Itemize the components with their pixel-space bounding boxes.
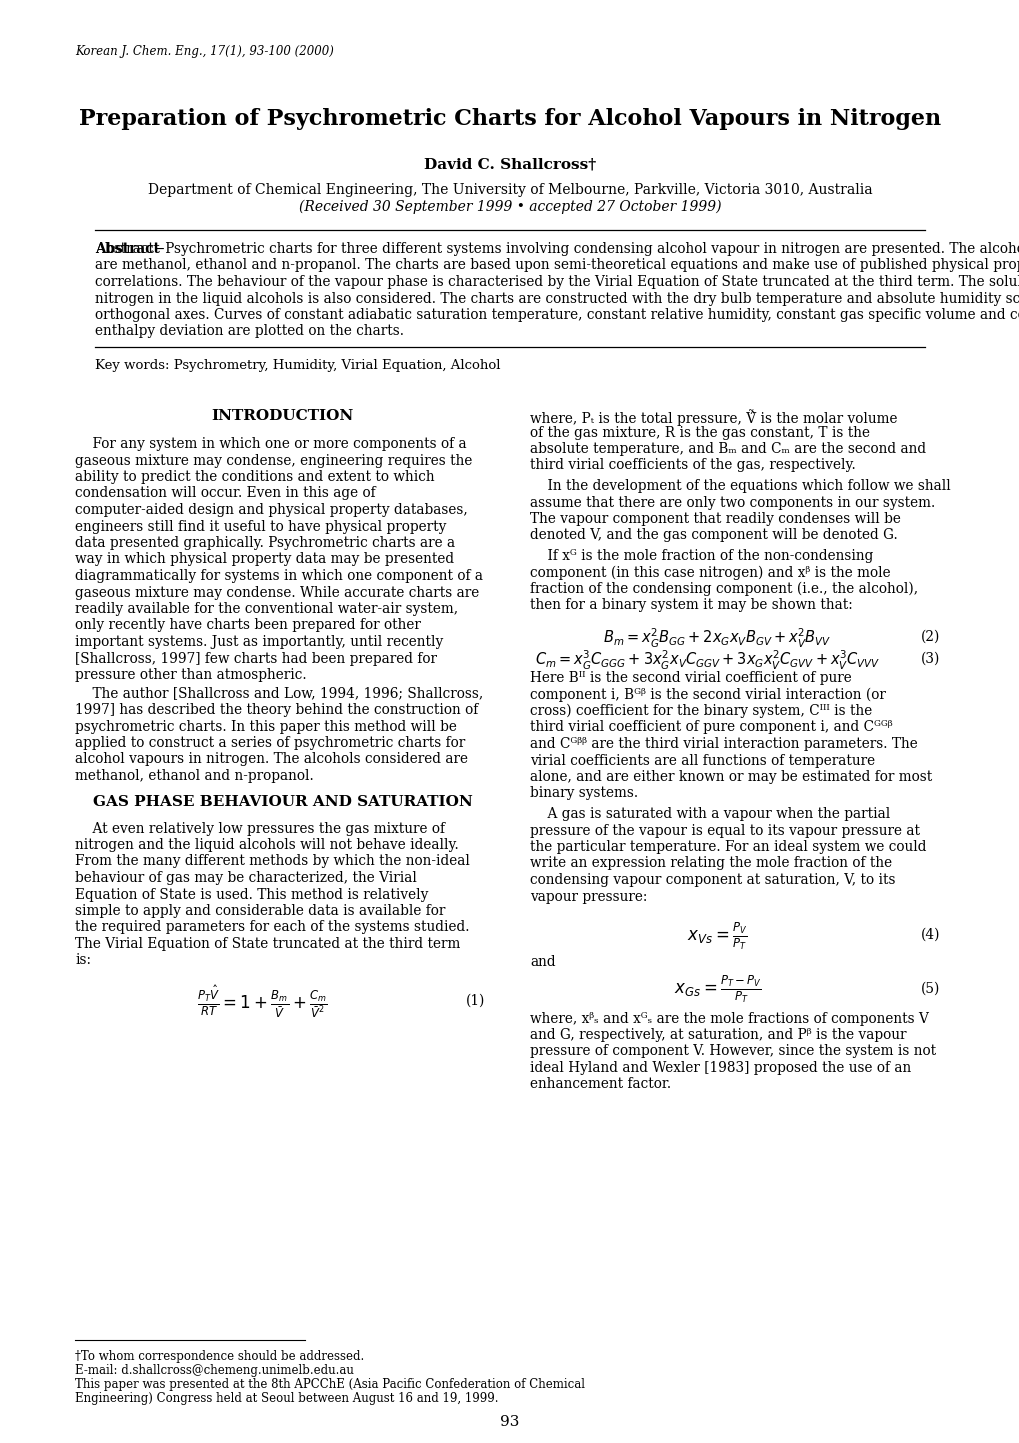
- Text: $\frac{P_T\hat{V}}{RT}=1+\frac{B_m}{\bar{V}}+\frac{C_m}{\bar{V}^2}$: $\frac{P_T\hat{V}}{RT}=1+\frac{B_m}{\bar…: [197, 984, 328, 1022]
- Text: binary systems.: binary systems.: [530, 786, 638, 801]
- Text: Preparation of Psychrometric Charts for Alcohol Vapours in Nitrogen: Preparation of Psychrometric Charts for …: [78, 108, 941, 130]
- Text: E-mail: d.shallcross@chemeng.unimelb.edu.au: E-mail: d.shallcross@chemeng.unimelb.edu…: [75, 1364, 354, 1377]
- Text: Korean J. Chem. Eng., 17(1), 93-100 (2000): Korean J. Chem. Eng., 17(1), 93-100 (200…: [75, 45, 333, 58]
- Text: GAS PHASE BEHAVIOUR AND SATURATION: GAS PHASE BEHAVIOUR AND SATURATION: [93, 795, 472, 810]
- Text: pressure of the vapour is equal to its vapour pressure at: pressure of the vapour is equal to its v…: [530, 824, 919, 837]
- Text: assume that there are only two components in our system.: assume that there are only two component…: [530, 495, 934, 509]
- Text: This paper was presented at the 8th APCChE (Asia Pacific Confederation of Chemic: This paper was presented at the 8th APCC…: [75, 1378, 585, 1391]
- Text: denoted V, and the gas component will be denoted G.: denoted V, and the gas component will be…: [530, 528, 897, 543]
- Text: Abstract: Abstract: [95, 242, 160, 255]
- Text: nitrogen in the liquid alcohols is also considered. The charts are constructed w: nitrogen in the liquid alcohols is also …: [95, 291, 1019, 306]
- Text: (1): (1): [465, 994, 484, 1009]
- Text: applied to construct a series of psychrometric charts for: applied to construct a series of psychro…: [75, 736, 465, 750]
- Text: the particular temperature. For an ideal system we could: the particular temperature. For an ideal…: [530, 840, 925, 854]
- Text: of the gas mixture, R is the gas constant, T is the: of the gas mixture, R is the gas constan…: [530, 426, 869, 440]
- Text: nitrogen and the liquid alcohols will not behave ideally.: nitrogen and the liquid alcohols will no…: [75, 838, 459, 851]
- Text: pressure other than atmospheric.: pressure other than atmospheric.: [75, 668, 307, 683]
- Text: condensing vapour component at saturation, V, to its: condensing vapour component at saturatio…: [530, 873, 895, 887]
- Text: absolute temperature, and Bₘ and Cₘ are the second and: absolute temperature, and Bₘ and Cₘ are …: [530, 442, 925, 456]
- Text: $x_{Gs}=\frac{P_T-P_V}{P_T}$: $x_{Gs}=\frac{P_T-P_V}{P_T}$: [673, 974, 761, 1006]
- Text: †To whom correspondence should be addressed.: †To whom correspondence should be addres…: [75, 1351, 364, 1364]
- Text: 93: 93: [500, 1416, 519, 1429]
- Text: enthalpy deviation are plotted on the charts.: enthalpy deviation are plotted on the ch…: [95, 325, 404, 339]
- Text: gaseous mixture may condense, engineering requires the: gaseous mixture may condense, engineerin…: [75, 453, 472, 468]
- Text: behaviour of gas may be characterized, the Virial: behaviour of gas may be characterized, t…: [75, 872, 417, 885]
- Text: Here Bᴵᴵ is the second virial coefficient of pure: Here Bᴵᴵ is the second virial coefficien…: [530, 671, 851, 685]
- Text: correlations. The behaviour of the vapour phase is characterised by the Virial E: correlations. The behaviour of the vapou…: [95, 276, 1019, 289]
- Text: INTRODUCTION: INTRODUCTION: [211, 408, 354, 423]
- Text: are methanol, ethanol and n-propanol. The charts are based upon semi-theoretical: are methanol, ethanol and n-propanol. Th…: [95, 258, 1019, 273]
- Text: way in which physical property data may be presented: way in which physical property data may …: [75, 553, 453, 567]
- Text: then for a binary system it may be shown that:: then for a binary system it may be shown…: [530, 599, 852, 612]
- Text: fraction of the condensing component (i.e., the alcohol),: fraction of the condensing component (i.…: [530, 582, 917, 596]
- Text: If xᴳ is the mole fraction of the non-condensing: If xᴳ is the mole fraction of the non-co…: [530, 548, 872, 563]
- Text: vapour pressure:: vapour pressure:: [530, 889, 647, 903]
- Text: alone, and are either known or may be estimated for most: alone, and are either known or may be es…: [530, 771, 931, 784]
- Text: [Shallcross, 1997] few charts had been prepared for: [Shallcross, 1997] few charts had been p…: [75, 651, 436, 665]
- Text: write an expression relating the mole fraction of the: write an expression relating the mole fr…: [530, 857, 892, 870]
- Text: At even relatively low pressures the gas mixture of: At even relatively low pressures the gas…: [75, 821, 444, 835]
- Text: readily available for the conventional water-air system,: readily available for the conventional w…: [75, 602, 458, 616]
- Text: methanol, ethanol and n-propanol.: methanol, ethanol and n-propanol.: [75, 769, 314, 784]
- Text: The vapour component that readily condenses will be: The vapour component that readily conden…: [530, 512, 900, 527]
- Text: condensation will occur. Even in this age of: condensation will occur. Even in this ag…: [75, 486, 375, 501]
- Text: third virial coefficient of pure component i, and Cᴳᴳᵝ: third virial coefficient of pure compone…: [530, 720, 892, 734]
- Text: component (in this case nitrogen) and xᵝ is the mole: component (in this case nitrogen) and xᵝ…: [530, 566, 890, 580]
- Text: $C_m=x_G^3C_{GGG}+3x_G^2x_VC_{GGV}+3x_Gx_V^2C_{GVV}+x_V^3C_{VVV}$: $C_m=x_G^3C_{GGG}+3x_G^2x_VC_{GGV}+3x_Gx…: [534, 649, 879, 672]
- Text: (3): (3): [920, 652, 940, 667]
- Text: diagrammatically for systems in which one component of a: diagrammatically for systems in which on…: [75, 569, 483, 583]
- Text: only recently have charts been prepared for other: only recently have charts been prepared …: [75, 619, 421, 632]
- Text: (4): (4): [919, 928, 940, 942]
- Text: 1997] has described the theory behind the construction of: 1997] has described the theory behind th…: [75, 703, 478, 717]
- Text: (Received 30 September 1999 • accepted 27 October 1999): (Received 30 September 1999 • accepted 2…: [299, 201, 720, 215]
- Text: Abstract−Psychrometric charts for three different systems involving condensing a: Abstract−Psychrometric charts for three …: [95, 242, 1019, 255]
- Text: computer-aided design and physical property databases,: computer-aided design and physical prope…: [75, 504, 468, 517]
- Text: pressure of component V. However, since the system is not: pressure of component V. However, since …: [530, 1045, 935, 1059]
- Text: Equation of State is used. This method is relatively: Equation of State is used. This method i…: [75, 887, 428, 902]
- Text: A gas is saturated with a vapour when the partial: A gas is saturated with a vapour when th…: [530, 807, 890, 821]
- Text: The Virial Equation of State truncated at the third term: The Virial Equation of State truncated a…: [75, 937, 460, 951]
- Text: third virial coefficients of the gas, respectively.: third virial coefficients of the gas, re…: [530, 459, 855, 472]
- Text: (2): (2): [920, 631, 940, 644]
- Text: Engineering) Congress held at Seoul between August 16 and 19, 1999.: Engineering) Congress held at Seoul betw…: [75, 1392, 498, 1405]
- Text: ideal Hyland and Wexler [1983] proposed the use of an: ideal Hyland and Wexler [1983] proposed …: [530, 1061, 910, 1075]
- Text: and: and: [530, 955, 555, 970]
- Text: In the development of the equations which follow we shall: In the development of the equations whic…: [530, 479, 950, 494]
- Text: simple to apply and considerable data is available for: simple to apply and considerable data is…: [75, 903, 445, 918]
- Text: engineers still find it useful to have physical property: engineers still find it useful to have p…: [75, 519, 446, 534]
- Text: (5): (5): [920, 981, 940, 996]
- Text: orthogonal axes. Curves of constant adiabatic saturation temperature, constant r: orthogonal axes. Curves of constant adia…: [95, 307, 1019, 322]
- Text: Department of Chemical Engineering, The University of Melbourne, Parkville, Vict: Department of Chemical Engineering, The …: [148, 183, 871, 198]
- Text: data presented graphically. Psychrometric charts are a: data presented graphically. Psychrometri…: [75, 535, 454, 550]
- Text: cross) coefficient for the binary system, Cᴵᴵᴵ is the: cross) coefficient for the binary system…: [530, 704, 871, 719]
- Text: David C. Shallcross†: David C. Shallcross†: [424, 157, 595, 172]
- Text: where, xᵝₛ and xᴳₛ are the mole fractions of components V: where, xᵝₛ and xᴳₛ are the mole fraction…: [530, 1012, 928, 1026]
- Text: the required parameters for each of the systems studied.: the required parameters for each of the …: [75, 921, 469, 935]
- Text: and G, respectively, at saturation, and Pᵝ is the vapour: and G, respectively, at saturation, and …: [530, 1027, 906, 1042]
- Text: The author [Shallcross and Low, 1994, 1996; Shallcross,: The author [Shallcross and Low, 1994, 19…: [75, 687, 483, 700]
- Text: where, Pₜ is the total pressure, Ṽ̂ is the molar volume: where, Pₜ is the total pressure, Ṽ̂ is t…: [530, 408, 897, 426]
- Text: component i, Bᴳᵝ is the second virial interaction (or: component i, Bᴳᵝ is the second virial in…: [530, 687, 886, 701]
- Text: ability to predict the conditions and extent to which: ability to predict the conditions and ex…: [75, 470, 434, 483]
- Text: virial coefficients are all functions of temperature: virial coefficients are all functions of…: [530, 753, 874, 768]
- Text: $x_{Vs}=\frac{P_V}{P_T}$: $x_{Vs}=\frac{P_V}{P_T}$: [687, 921, 747, 951]
- Text: For any system in which one or more components of a: For any system in which one or more comp…: [75, 437, 466, 452]
- Text: enhancement factor.: enhancement factor.: [530, 1078, 671, 1091]
- Text: alcohol vapours in nitrogen. The alcohols considered are: alcohol vapours in nitrogen. The alcohol…: [75, 752, 468, 766]
- Text: gaseous mixture may condense. While accurate charts are: gaseous mixture may condense. While accu…: [75, 586, 479, 599]
- Text: psychrometric charts. In this paper this method will be: psychrometric charts. In this paper this…: [75, 720, 457, 733]
- Text: Key words: Psychrometry, Humidity, Virial Equation, Alcohol: Key words: Psychrometry, Humidity, Viria…: [95, 359, 500, 372]
- Text: $B_m=x_G^2B_{GG}+2x_Gx_VB_{GV}+x_V^2B_{VV}$: $B_m=x_G^2B_{GG}+2x_Gx_VB_{GV}+x_V^2B_{V…: [602, 628, 830, 651]
- Text: is:: is:: [75, 954, 91, 967]
- Text: and Cᴳᵝᵝ are the third virial interaction parameters. The: and Cᴳᵝᵝ are the third virial interactio…: [530, 737, 917, 750]
- Text: From the many different methods by which the non-ideal: From the many different methods by which…: [75, 854, 470, 869]
- Text: important systems. Just as importantly, until recently: important systems. Just as importantly, …: [75, 635, 443, 649]
